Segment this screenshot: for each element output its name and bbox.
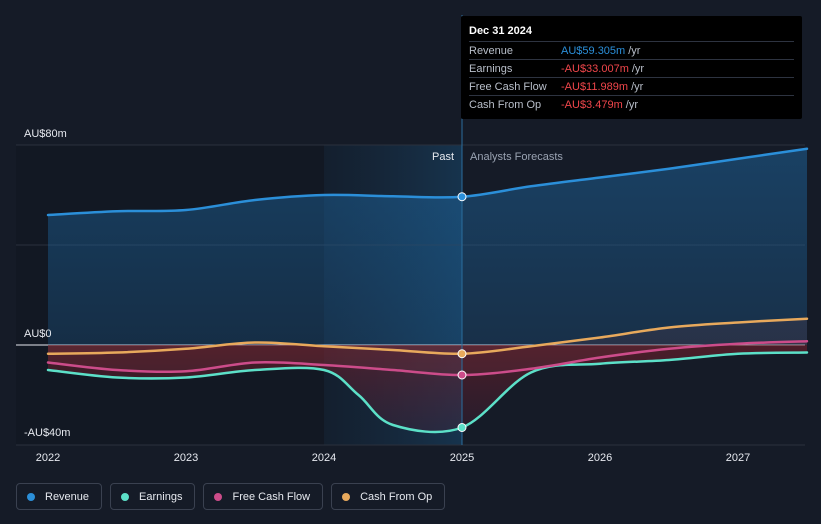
tooltip-label: Earnings <box>469 62 513 75</box>
x-tick-label: 2025 <box>450 452 474 464</box>
series-lines <box>46 147 809 434</box>
series-line-revenue <box>46 147 809 217</box>
legend-item-cash-from-op[interactable]: Cash From Op <box>331 483 446 510</box>
tooltip-label: Free Cash Flow <box>469 80 547 93</box>
highlight-markers <box>457 192 467 432</box>
legend-item-revenue[interactable]: Revenue <box>16 483 103 510</box>
tooltip-unit: /yr <box>628 44 641 57</box>
forecast-label: Analysts Forecasts <box>470 151 563 163</box>
tooltip-row-earnings: Earnings -AU$33.007m /yr <box>469 59 794 77</box>
x-tick-label: 2026 <box>588 452 612 464</box>
legend-label: Free Cash Flow <box>232 490 311 503</box>
legend-item-earnings[interactable]: Earnings <box>110 483 196 510</box>
series-line-earnings <box>46 351 809 434</box>
series-area-revenue <box>48 148 807 345</box>
legend-dot-icon <box>214 492 223 501</box>
y-tick-label: AU$80m <box>24 128 67 140</box>
series-line-free-cash-flow <box>46 340 809 377</box>
marker-free-cash-flow <box>457 370 467 380</box>
tooltip-label: Revenue <box>469 44 514 57</box>
tooltip-value: -AU$11.989m <box>561 80 629 93</box>
tooltip-unit: /yr <box>625 98 638 111</box>
legend-label: Revenue <box>45 490 90 503</box>
tooltip-unit: /yr <box>631 62 645 75</box>
legend-label: Cash From Op <box>360 490 433 503</box>
marker-revenue <box>457 192 467 202</box>
marker-cash-from-op <box>457 349 467 359</box>
y-axis-labels: AU$80m AU$0 -AU$40m <box>24 128 70 439</box>
tooltip-value: -AU$3.479m <box>561 98 623 111</box>
series-line-cash-from-op <box>46 317 809 356</box>
y-tick-label: -AU$40m <box>24 427 70 439</box>
x-tick-label: 2027 <box>726 452 750 464</box>
x-tick-label: 2022 <box>36 452 60 464</box>
tooltip-label: Cash From Op <box>469 98 542 111</box>
x-tick-label: 2023 <box>174 452 198 464</box>
legend-dot-icon <box>342 492 351 501</box>
legend-label: Earnings <box>139 490 183 503</box>
tooltip-row-free-cash-flow: Free Cash Flow -AU$11.989m /yr <box>469 77 794 95</box>
tooltip-row-cash-from-op: Cash From Op -AU$3.479m /yr <box>469 95 794 113</box>
legend-item-free-cash-flow[interactable]: Free Cash Flow <box>203 483 324 510</box>
series-area-free-cash-flow <box>48 341 807 376</box>
series-area-cash-from-op <box>48 318 807 354</box>
y-tick-label: AU$0 <box>24 328 52 340</box>
past-label: Past <box>432 151 454 163</box>
legend-dot-icon <box>27 492 35 501</box>
tooltip-value: AU$59.305m <box>561 44 626 57</box>
tooltip-row-revenue: Revenue AU$59.305m /yr <box>469 41 794 59</box>
x-tick-label: 2024 <box>312 452 336 464</box>
series-areas <box>48 148 807 432</box>
tooltip-date: Dec 31 2024 <box>469 25 532 37</box>
x-axis-labels: 2022 2023 2024 2025 2026 2027 <box>36 452 750 464</box>
tooltip-value: -AU$33.007m <box>561 62 629 75</box>
marker-earnings <box>457 423 467 432</box>
legend-dot-icon <box>121 492 130 501</box>
data-tooltip: Dec 31 2024 Revenue AU$59.305m /yr Earni… <box>461 16 802 119</box>
tooltip-unit: /yr <box>631 80 644 93</box>
series-area-earnings <box>48 345 807 432</box>
chart-legend: Revenue Earnings Free Cash Flow Cash Fro… <box>16 483 446 510</box>
